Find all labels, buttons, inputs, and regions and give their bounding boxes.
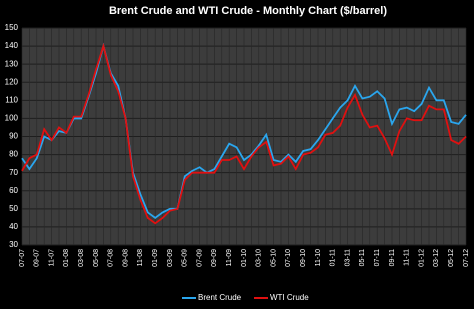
y-tick-label: 90	[9, 132, 18, 141]
y-tick-label: 110	[5, 95, 18, 104]
x-tick-label: 03-11	[344, 249, 351, 266]
legend-label: WTI Crude	[270, 293, 309, 302]
y-tick-label: 120	[5, 77, 19, 86]
x-tick-label: 09-07	[34, 249, 41, 267]
x-tick-label: 09-11	[389, 249, 396, 266]
x-tick-label: 07-09	[196, 249, 203, 267]
x-tick-label: 11-10	[315, 249, 322, 266]
x-tick-label: 01-11	[330, 249, 337, 266]
x-tick-label: 05-08	[93, 249, 100, 267]
x-tick-label: 03-12	[433, 249, 440, 267]
x-tick-label: 03-09	[167, 249, 174, 267]
y-tick-label: 100	[5, 114, 19, 123]
x-tick-label: 09-08	[122, 249, 129, 267]
y-tick-label: 70	[9, 168, 18, 177]
x-tick-label: 07-08	[108, 249, 115, 267]
x-tick-label: 05-10	[270, 249, 277, 267]
y-tick-label: 130	[5, 59, 19, 68]
y-tick-label: 50	[9, 204, 18, 213]
chart-title: Brent Crude and WTI Crude - Monthly Char…	[109, 5, 387, 17]
x-tick-label: 07-11	[374, 249, 381, 266]
series-line	[21, 42, 467, 225]
y-tick-label: 40	[9, 222, 18, 231]
x-tick-label: 05-09	[182, 249, 189, 267]
legend-label: Brent Crude	[198, 293, 242, 302]
x-tick-label: 01-08	[63, 249, 70, 267]
x-tick-label: 11-08	[137, 249, 144, 266]
x-tick-label: 07-10	[285, 249, 292, 267]
x-tick-label: 03-08	[78, 249, 85, 267]
x-tick-label: 07-07	[19, 249, 26, 267]
x-tick-label: 09-10	[300, 249, 307, 267]
x-tick-label: 05-12	[448, 249, 455, 267]
series-line	[21, 42, 467, 219]
y-tick-label: 150	[5, 23, 19, 32]
x-tick-label: 11-11	[404, 249, 411, 266]
y-tick-label: 80	[9, 150, 18, 159]
y-tick-label: 140	[5, 41, 19, 50]
x-tick-label: 11-07	[48, 249, 55, 266]
x-tick-label: 05-11	[359, 249, 366, 266]
y-tick-label: 30	[9, 240, 18, 249]
x-tick-label: 09-09	[211, 249, 218, 267]
y-tick-label: 60	[9, 186, 18, 195]
x-tick-label: 01-09	[152, 249, 159, 267]
x-tick-label: 11-09	[226, 249, 233, 266]
x-tick-label: 01-10	[241, 249, 248, 267]
x-tick-label: 01-12	[418, 249, 425, 267]
x-tick-label: 07-12	[463, 249, 470, 267]
x-tick-label: 03-10	[256, 249, 263, 267]
